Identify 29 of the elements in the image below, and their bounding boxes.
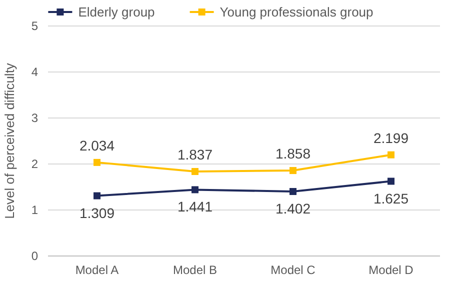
data-label: 2.199	[373, 130, 409, 146]
y-axis-title: Level of perceived difficulty	[2, 62, 17, 219]
x-tick-label: Model B	[172, 263, 218, 277]
x-tick-label: Model C	[270, 263, 316, 277]
y-tick-label: 2	[31, 157, 38, 172]
x-tick-label: Model D	[368, 263, 414, 277]
point	[290, 188, 296, 196]
y-tick-label: 5	[31, 19, 38, 34]
data-label: 1.441	[177, 198, 213, 215]
y-tick-label: 1	[31, 203, 38, 218]
data-label: 1.625	[373, 190, 409, 206]
y-tick-label: 4	[31, 65, 38, 80]
point	[192, 186, 198, 194]
data-label: 1.837	[177, 146, 213, 162]
data-label: 1.858	[275, 146, 311, 162]
data-label: 2.034	[79, 137, 115, 154]
data-label: 1.309	[79, 204, 115, 221]
point	[94, 158, 100, 166]
point	[388, 151, 394, 158]
point	[192, 168, 198, 175]
legend-label: Elderly group	[78, 4, 155, 20]
y-tick-label: 0	[31, 249, 38, 264]
point	[94, 192, 100, 200]
point	[388, 178, 394, 185]
point	[290, 167, 296, 174]
x-tick-label: Model A	[75, 263, 119, 277]
legend-label: Young professionals group	[220, 4, 374, 20]
y-tick-label: 3	[31, 111, 38, 126]
data-label: 1.402	[275, 200, 311, 217]
